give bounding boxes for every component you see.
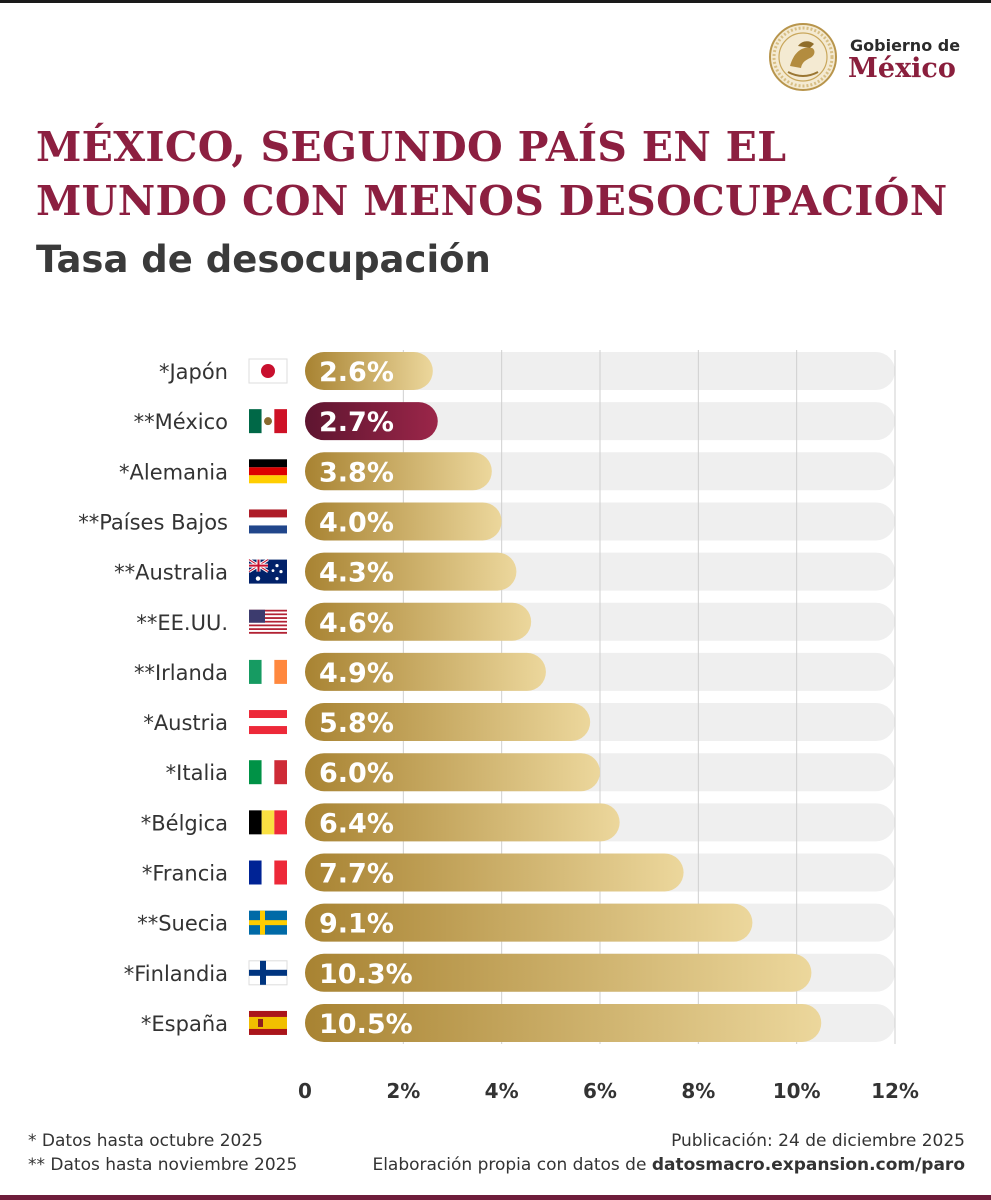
bar xyxy=(305,402,438,441)
country-label: **Irlanda xyxy=(134,661,228,685)
bar-value-label: 10.3% xyxy=(319,959,413,990)
australia-flag-icon xyxy=(248,558,287,584)
source-prefix: Elaboración propia con datos de xyxy=(372,1155,652,1175)
bottom-rule xyxy=(0,1195,991,1200)
x-tick-label: 8% xyxy=(681,1079,715,1100)
x-tick-label: 2% xyxy=(386,1079,420,1100)
country-label: *Alemania xyxy=(119,460,228,484)
bar xyxy=(305,452,492,491)
chart-subtitle: Tasa de desocupación xyxy=(36,238,491,281)
bar xyxy=(305,803,620,842)
country-label: *Japón xyxy=(159,360,228,384)
unemployment-bar-chart: 2.6% 2.7% 3.8% 4.0% 4.3% 4.6% 4.9% 5.8% 6.0% 6.4%… xyxy=(78,350,919,1100)
source-credit: Elaboración propia con datos de datosmac… xyxy=(372,1155,965,1175)
bar-value-label: 3.8% xyxy=(319,457,394,488)
bar xyxy=(305,853,684,892)
x-tick-label: 0 xyxy=(298,1079,312,1100)
logo-line-2: México xyxy=(848,53,956,84)
bar xyxy=(305,652,546,691)
bar xyxy=(305,602,532,641)
austria-flag-icon xyxy=(249,710,287,735)
bar-value-label: 2.7% xyxy=(319,407,394,438)
bar-value-label: 6.0% xyxy=(319,758,394,789)
country-label: *Austria xyxy=(143,711,228,735)
top-rule xyxy=(0,0,991,3)
sweden-flag-icon xyxy=(249,910,287,935)
gobierno-de-mexico-logo: Gobierno de México xyxy=(768,22,968,96)
country-label: **Australia xyxy=(114,561,228,585)
bar-value-label: 5.8% xyxy=(319,708,394,739)
country-label: *Italia xyxy=(166,761,228,785)
italy-flag-icon xyxy=(249,760,287,785)
bar-value-label: 7.7% xyxy=(319,859,394,890)
bar-value-label: 10.5% xyxy=(319,1009,413,1040)
finland-flag-icon xyxy=(248,960,288,986)
logo-line-1: Gobierno de xyxy=(850,36,961,55)
bar xyxy=(305,1003,822,1042)
bar-value-label: 9.1% xyxy=(319,909,394,940)
bar-value-label: 6.4% xyxy=(319,808,394,839)
country-label: *Francia xyxy=(142,862,228,886)
usa-flag-icon xyxy=(249,609,287,634)
bar xyxy=(305,552,517,591)
netherlands-flag-icon xyxy=(249,509,287,534)
x-tick-label: 4% xyxy=(485,1079,519,1100)
bar xyxy=(305,953,812,992)
country-label: *España xyxy=(141,1012,228,1036)
mexico-seal-icon xyxy=(769,23,837,91)
bar-value-label: 4.9% xyxy=(319,658,394,689)
mexico-flag-icon xyxy=(249,409,287,434)
bar xyxy=(305,703,591,742)
page-title: MÉXICO, SEGUNDO PAÍS EN EL MUNDO CON MEN… xyxy=(36,120,948,228)
japan-flag-icon xyxy=(248,358,288,384)
x-tick-label: 10% xyxy=(773,1079,821,1100)
country-label: *Bélgica xyxy=(141,811,228,835)
country-label: **México xyxy=(134,410,228,434)
country-label: **Suecia xyxy=(137,912,228,936)
germany-flag-icon xyxy=(249,459,287,484)
title-line-2: MUNDO CON MENOS DESOCUPACIÓN xyxy=(36,177,948,225)
bar xyxy=(305,352,433,390)
spain-flag-icon xyxy=(249,1010,287,1035)
bar-value-label: 4.6% xyxy=(319,608,394,639)
bar xyxy=(305,502,502,541)
x-tick-label: 12% xyxy=(871,1079,919,1100)
bar xyxy=(305,753,600,792)
country-label: **Países Bajos xyxy=(78,510,228,534)
country-label: **EE.UU. xyxy=(136,611,228,635)
bar-value-label: 4.0% xyxy=(319,507,394,538)
publication-date: Publicación: 24 de diciembre 2025 xyxy=(671,1131,965,1151)
footnote-october: * Datos hasta octubre 2025 xyxy=(28,1131,263,1151)
x-tick-label: 6% xyxy=(583,1079,617,1100)
ireland-flag-icon xyxy=(249,659,287,684)
bar-value-label: 2.6% xyxy=(319,357,394,388)
source-link[interactable]: datosmacro.expansion.com/paro xyxy=(651,1155,965,1175)
bar xyxy=(305,903,753,942)
belgium-flag-icon xyxy=(249,810,287,835)
title-line-1: MÉXICO, SEGUNDO PAÍS EN EL xyxy=(36,123,787,171)
bar-value-label: 4.3% xyxy=(319,558,394,589)
country-label: *Finlandia xyxy=(124,962,228,986)
footnote-november: ** Datos hasta noviembre 2025 xyxy=(28,1155,298,1175)
france-flag-icon xyxy=(249,860,287,885)
